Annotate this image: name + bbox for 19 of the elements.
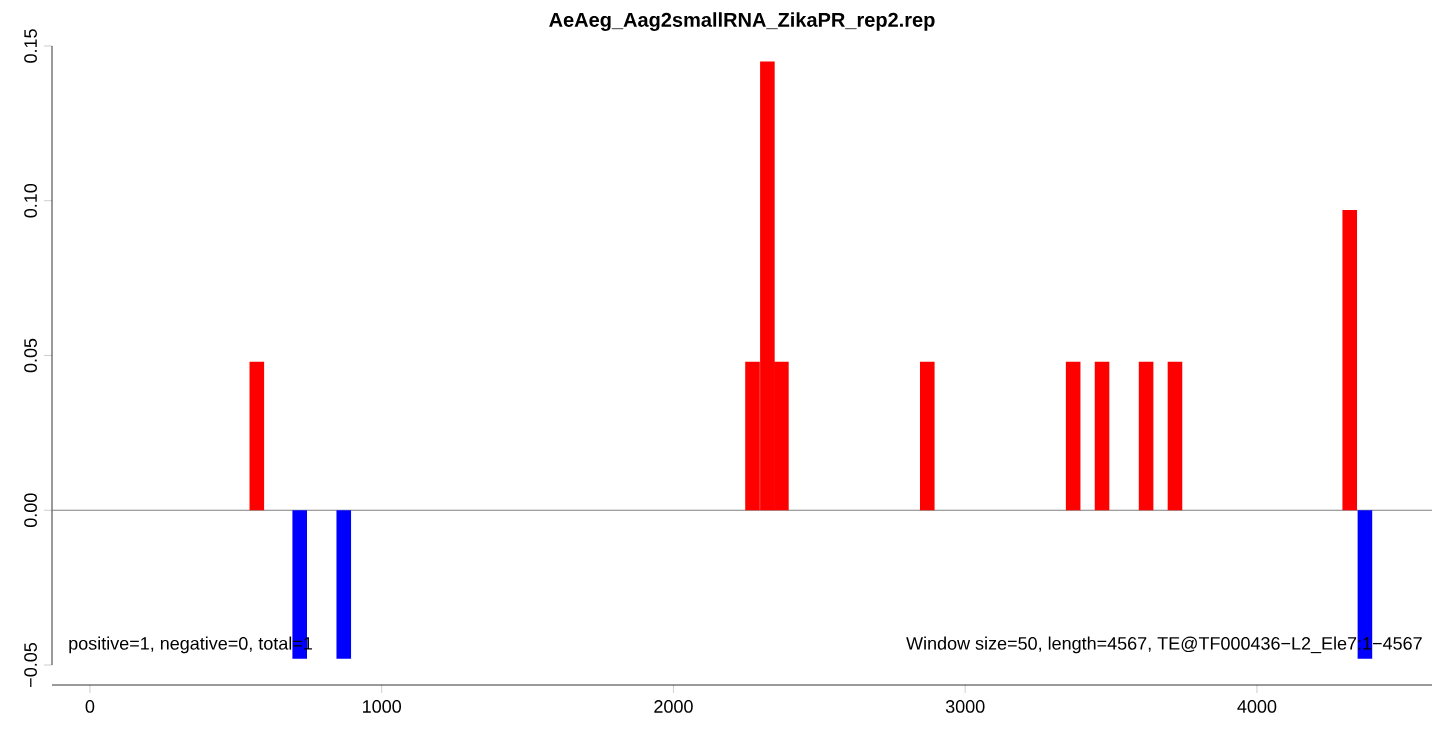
bar: [1167, 361, 1183, 511]
bar: [919, 361, 935, 511]
y-tick-label: 0.15: [24, 29, 37, 63]
x-tick-label: 1000: [363, 700, 402, 713]
bar: [1342, 210, 1358, 511]
y-tick-label: 0.00: [24, 493, 37, 528]
bar: [249, 361, 265, 511]
chart-title: AeAeg_Aag2smallRNA_ZikaPR_rep2.rep: [549, 12, 935, 31]
x-tick-label: 0: [85, 700, 95, 713]
x-tick-label: 2000: [654, 700, 693, 713]
x-tick-label: 4000: [1237, 700, 1277, 713]
bar: [1094, 361, 1110, 511]
bar: [1138, 361, 1154, 511]
y-tick-label: 0.05: [24, 338, 37, 373]
bar: [336, 510, 352, 659]
bar: [1065, 361, 1081, 511]
x-tick-label: 3000: [945, 700, 985, 713]
y-tick-label: 0.10: [24, 183, 37, 218]
y-tick-label: −0.05: [24, 642, 37, 687]
